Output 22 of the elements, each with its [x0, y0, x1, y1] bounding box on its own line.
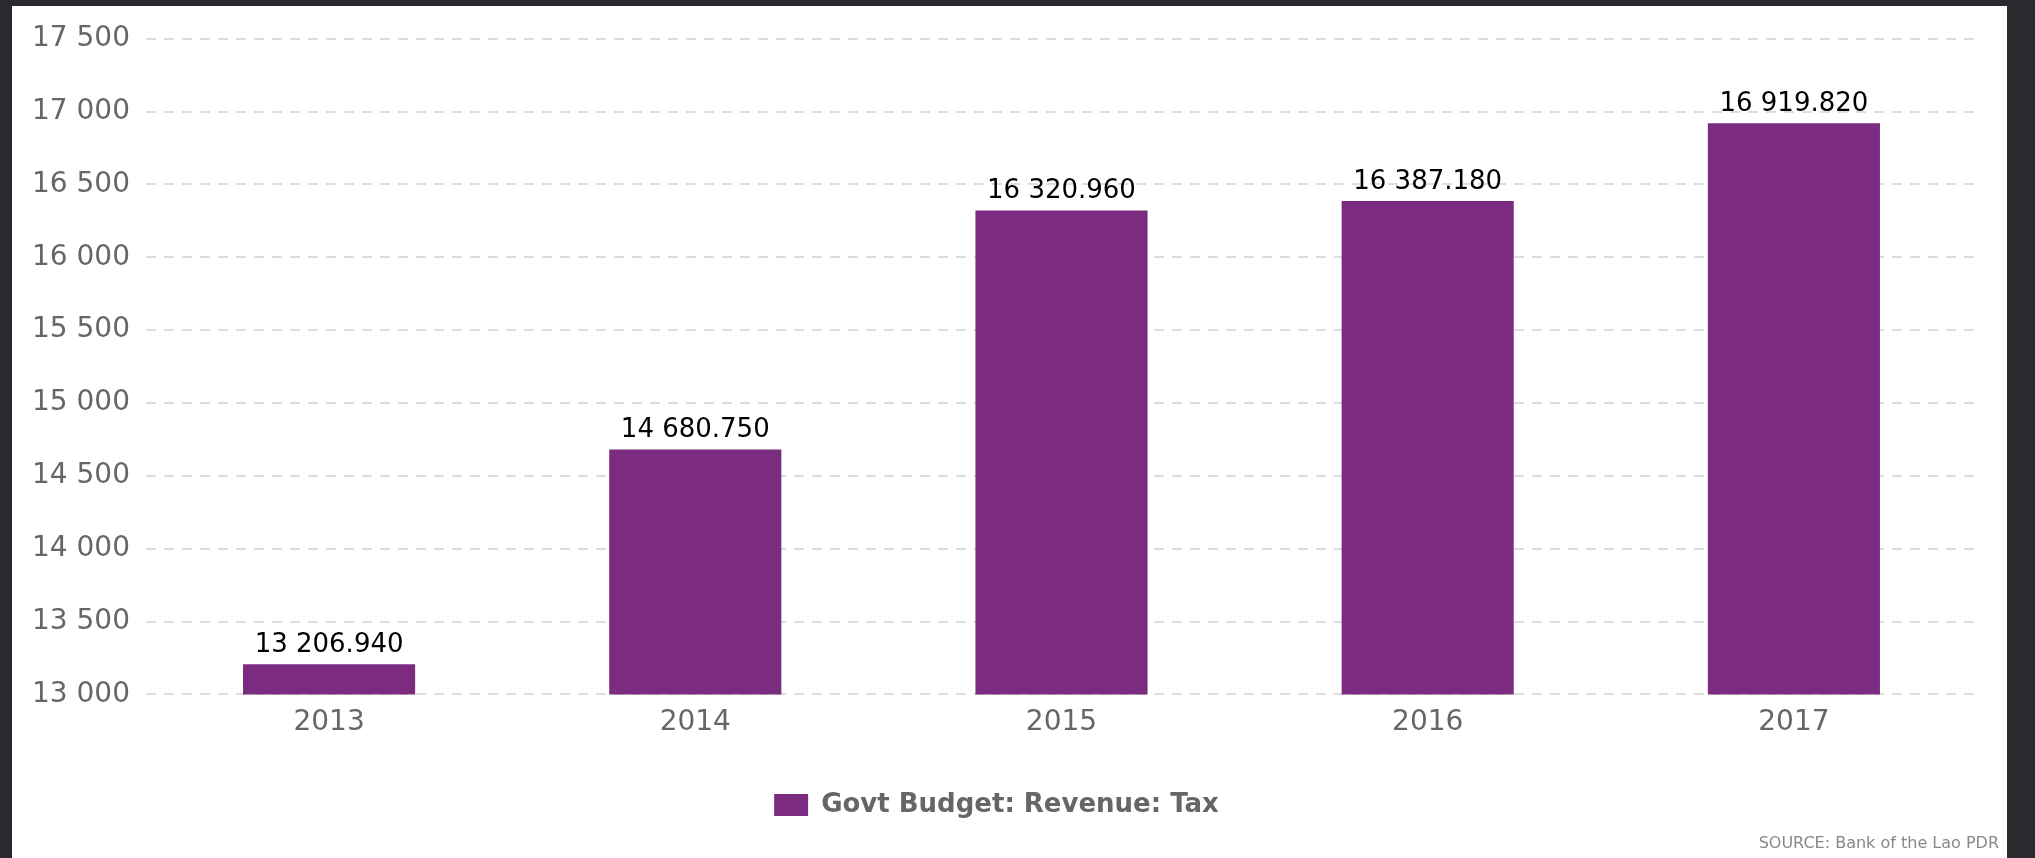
legend-label: Govt Budget: Revenue: Tax — [821, 787, 1220, 818]
y-tick-label: 14 500 — [31, 457, 130, 491]
data-label: 16 320.960 — [987, 174, 1136, 205]
y-tick-label: 13 000 — [31, 675, 130, 709]
y-tick-label: 15 000 — [31, 384, 130, 418]
y-tick-label: 17 000 — [31, 92, 130, 126]
x-tick-label: 2016 — [1392, 704, 1464, 738]
y-tick-label: 16 000 — [31, 238, 130, 272]
x-tick-label: 2014 — [659, 704, 731, 738]
data-label: 13 206.940 — [254, 628, 404, 658]
y-tick-label: 15 500 — [31, 311, 130, 345]
data-label: 16 387.180 — [1353, 164, 1503, 195]
x-tick-label: 2017 — [1758, 704, 1830, 738]
y-tick-label: 13 500 — [31, 602, 130, 636]
y-tick-label: 16 500 — [31, 165, 130, 199]
x-tick-label: 2015 — [1025, 704, 1098, 738]
data-label: 14 680.750 — [620, 413, 770, 444]
data-label: 16 919.820 — [1719, 87, 1869, 118]
source-note: SOURCE: Bank of the Lao PDR — [1758, 833, 1999, 852]
y-tick-label: 17 500 — [31, 20, 130, 54]
x-tick-label: 2013 — [293, 704, 365, 738]
y-tick-label: 14 000 — [31, 529, 130, 563]
